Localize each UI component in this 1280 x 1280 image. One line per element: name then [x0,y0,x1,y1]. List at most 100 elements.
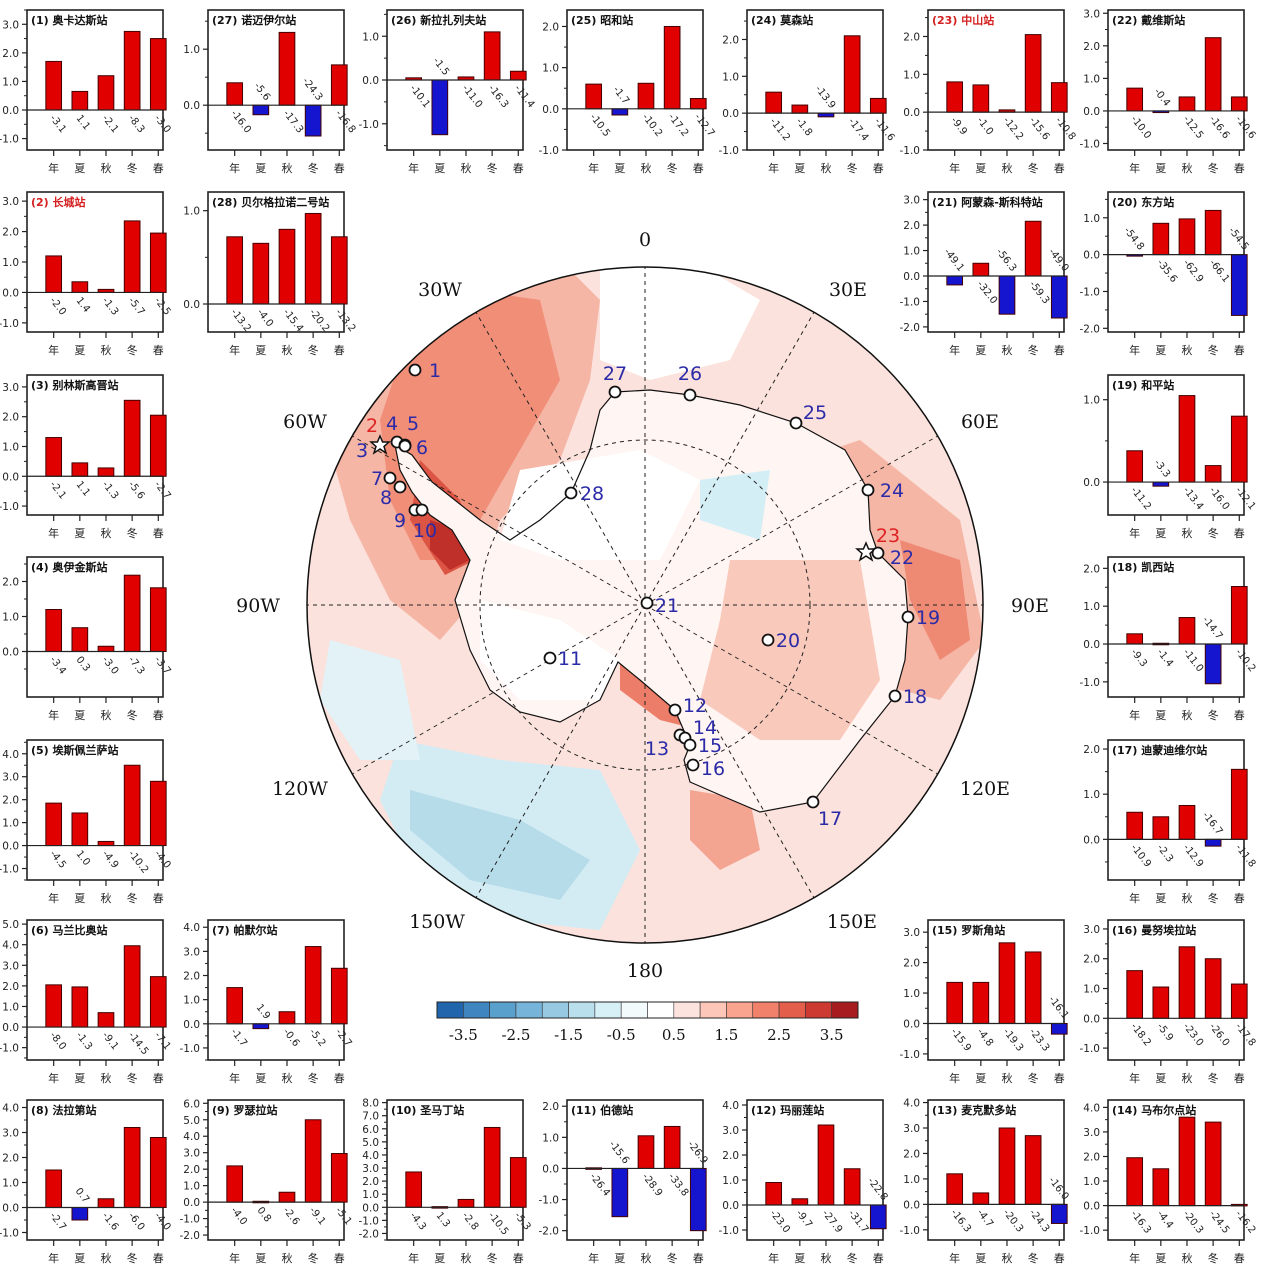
bar-chart: -1.00.01.02.0-11.2年-1.8夏-13.9秋-17.4冬-11.… [719,9,897,175]
longitude-label: 120E [960,778,1010,800]
x-tick-label: 春 [693,1252,704,1265]
y-tick-label: -1.0 [359,119,380,131]
bar-夏 [71,1207,89,1221]
coastline [394,389,909,813]
x-tick-label: 秋 [1181,708,1192,722]
station-marker-icon [408,363,422,377]
x-tick-label: 夏 [1155,709,1166,722]
x-tick-label: 春 [334,344,345,357]
bar-春 [330,236,348,305]
bar-年 [765,91,783,114]
x-tick-label: 夏 [74,162,85,175]
station-label: 6 [416,437,428,459]
y-tick-label: 0.0 [722,1200,739,1212]
meridian-line [352,435,646,606]
field-contour [480,600,620,700]
bar-chart: 0.01.0-11.2年-3.3夏-13.4秋-16.0冬-12.1春(19) … [1083,374,1258,540]
station-marker-icon [564,486,578,500]
x-tick-label: 冬 [1208,161,1219,175]
x-tick-label: 春 [153,162,164,175]
x-tick-label: 冬 [1208,891,1219,905]
x-tick-label: 年 [229,1071,240,1085]
bar-chart: -2.0-1.00.01.02.03.04.05.06.07.08.0-4.3年… [359,1098,533,1265]
longitude-label: 90W [236,595,280,617]
bar-chart: 0.01.0-13.2年-4.0夏-15.4秋-20.2冬-13.2春(28) … [183,191,358,357]
station-star-icon [855,541,877,562]
y-tick-label: -2.0 [180,1230,201,1242]
station-label: 26 [678,363,702,385]
x-tick-label: 冬 [127,1251,138,1265]
bar-秋 [278,1011,296,1025]
panel-title: (7) 帕默尔站 [212,923,278,937]
panel-title: (11) 伯德站 [571,1103,633,1117]
y-tick-label: 2.0 [903,220,920,232]
y-tick-label: -1.0 [900,1049,921,1061]
colorbar-tick-label: 2.5 [767,1026,791,1044]
longitude-label: 150W [409,911,465,933]
y-tick-label: 3.0 [2,19,19,31]
x-tick-label: 冬 [1028,1251,1039,1265]
bar-春 [509,70,527,81]
x-tick-label: 冬 [127,891,138,905]
bar-夏 [791,104,809,114]
bar-春 [330,1153,348,1203]
bar-chart: -1.00.01.02.03.0-15.9年-4.8夏-19.3秋-23.3冬-… [900,919,1071,1085]
x-tick-label: 冬 [1028,1071,1039,1085]
station-label: 22 [890,547,914,569]
longitude-label: 30W [418,279,462,301]
colorbar-segment [699,1001,727,1019]
bar-冬 [123,30,141,111]
station-marker-icon [608,385,622,399]
y-tick-label: -1.0 [359,1215,380,1227]
x-tick-label: 年 [1129,526,1140,540]
bar-chart: -1.00.01.02.03.04.0-16.3年-4.7夏-20.3秋-24.… [900,1098,1071,1265]
x-tick-label: 冬 [127,161,138,175]
x-tick-label: 冬 [1028,161,1039,175]
bar-夏 [1152,816,1170,840]
bar-夏 [611,108,629,116]
field-contour [600,267,760,380]
bar-冬 [123,574,141,653]
x-tick-label: 夏 [794,162,805,175]
y-tick-label: 4.0 [2,1103,19,1115]
bar-夏 [1152,1168,1170,1207]
bar-夏 [1152,222,1170,256]
y-tick-label: 2.0 [903,958,920,970]
y-tick-label: 2.0 [362,1176,379,1188]
y-tick-label: -2.0 [359,1228,380,1240]
y-tick-label: 2.0 [2,577,19,589]
y-tick-label: -1.0 [180,1214,201,1226]
y-tick-label: -1.0 [900,1225,921,1237]
y-tick-label: 1.0 [903,1174,920,1186]
colorbar-tick-label: -2.5 [501,1026,530,1044]
station-label: 14 [693,717,717,739]
x-tick-label: 春 [1234,344,1245,357]
x-tick-label: 夏 [614,1252,625,1265]
x-tick-label: 春 [153,1072,164,1085]
field-contour [690,790,760,870]
x-tick-label: 秋 [820,1251,831,1265]
station-panel-10: -2.0 -1.0 0.0 1.0 2.0 3.0 4.0 5.0 6.0 7.0 8.0 -4.3 年… [359,1098,567,1280]
x-tick-label: 春 [334,162,345,175]
x-tick-label: 年 [229,1251,240,1265]
bar-年 [226,82,244,106]
bar-春 [1230,254,1248,316]
station-marker-icon [393,480,407,494]
station-label: 2 [366,415,378,437]
panel-title: (2) 长城站 [31,195,86,209]
station-label: 20 [776,630,800,652]
y-tick-label: 4.0 [183,922,200,934]
x-tick-label: 年 [1129,343,1140,357]
y-tick-label: 0.0 [903,1018,920,1030]
x-tick-label: 秋 [281,161,292,175]
bar-冬 [1024,34,1042,113]
y-tick-label: -1.0 [0,318,19,330]
x-tick-label: 秋 [640,161,651,175]
x-tick-label: 秋 [460,1251,471,1265]
bar-冬 [123,399,141,477]
bar-冬 [483,1126,501,1208]
x-tick-label: 冬 [1208,1071,1219,1085]
longitude-label: 60W [283,411,327,433]
panel-title: (12) 玛丽莲站 [751,1103,824,1117]
x-tick-label: 秋 [1001,1251,1012,1265]
